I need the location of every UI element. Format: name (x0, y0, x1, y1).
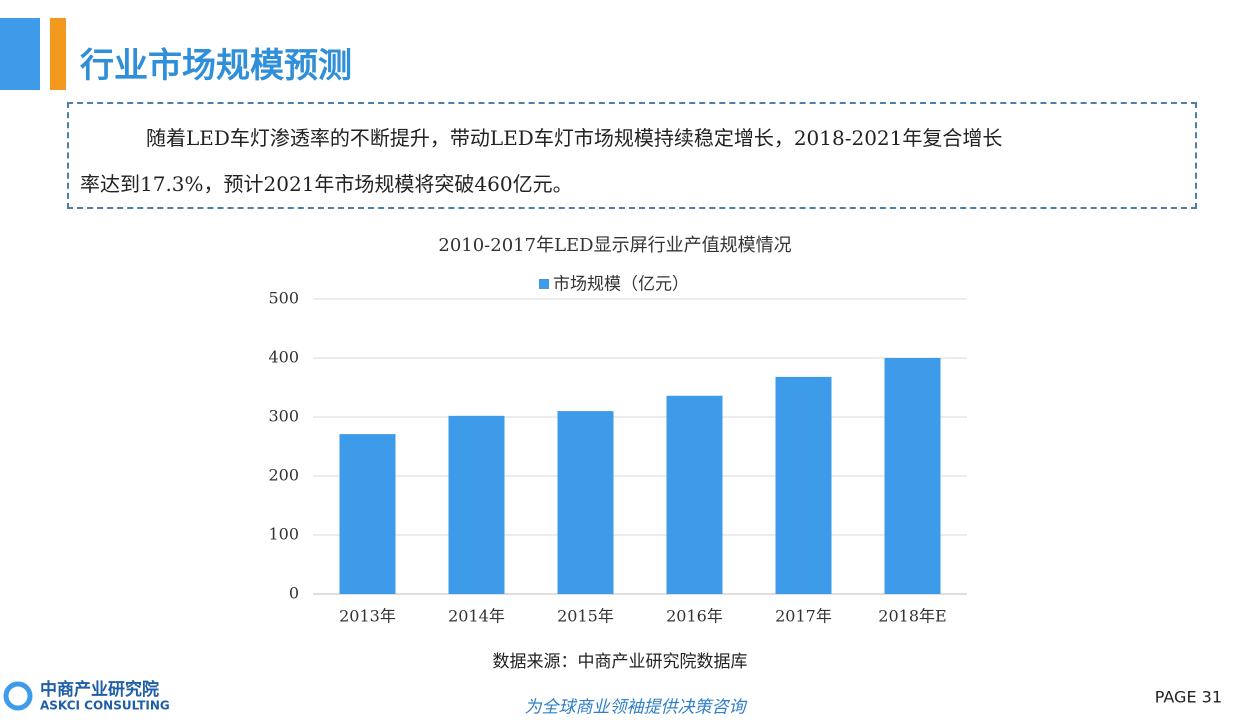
y-tick-label: 100 (268, 525, 299, 544)
y-tick-label: 400 (268, 348, 299, 367)
x-tick-label: 2015年 (557, 607, 614, 626)
legend-swatch (539, 279, 549, 289)
logo-cn: 中商产业研究院 (40, 679, 159, 700)
x-tick-label: 2017年 (775, 607, 832, 626)
accent-bar (50, 18, 66, 90)
x-tick-label: 2014年 (448, 607, 505, 626)
legend-label: 市场规模（亿元） (553, 275, 689, 295)
logo-en: ASKCI CONSULTING (40, 699, 170, 713)
chart-title: 2010-2017年LED显示屏行业产值规模情况 (438, 235, 791, 256)
source: 数据来源：中商产业研究院数据库 (493, 652, 748, 672)
y-tick-label: 300 (268, 407, 299, 426)
y-tick-label: 500 (268, 289, 299, 308)
summary-line: 随着LED车灯渗透率的不断提升，带动LED车灯市场规模持续稳定增长，2018-2… (146, 126, 1003, 150)
bar (775, 376, 832, 594)
accent-bar (0, 18, 40, 90)
x-tick-label: 2013年 (339, 607, 396, 626)
summary-box (67, 102, 1197, 209)
bar (557, 411, 614, 594)
bar (666, 395, 723, 594)
bar (339, 434, 396, 594)
slogan: 为全球商业领袖提供决策咨询 (525, 698, 748, 718)
x-tick-label: 2016年 (666, 607, 723, 626)
logo-icon (3, 681, 33, 711)
page-number: PAGE 31 (1155, 688, 1222, 707)
summary-line: 率达到17.3%，预计2021年市场规模将突破460亿元。 (80, 172, 573, 196)
page-title: 行业市场规模预测 (80, 46, 352, 86)
x-tick-label: 2018年E (878, 607, 946, 626)
y-tick-label: 200 (268, 466, 299, 485)
bar (448, 415, 505, 594)
bar (884, 358, 941, 594)
y-tick-label: 0 (289, 584, 299, 603)
